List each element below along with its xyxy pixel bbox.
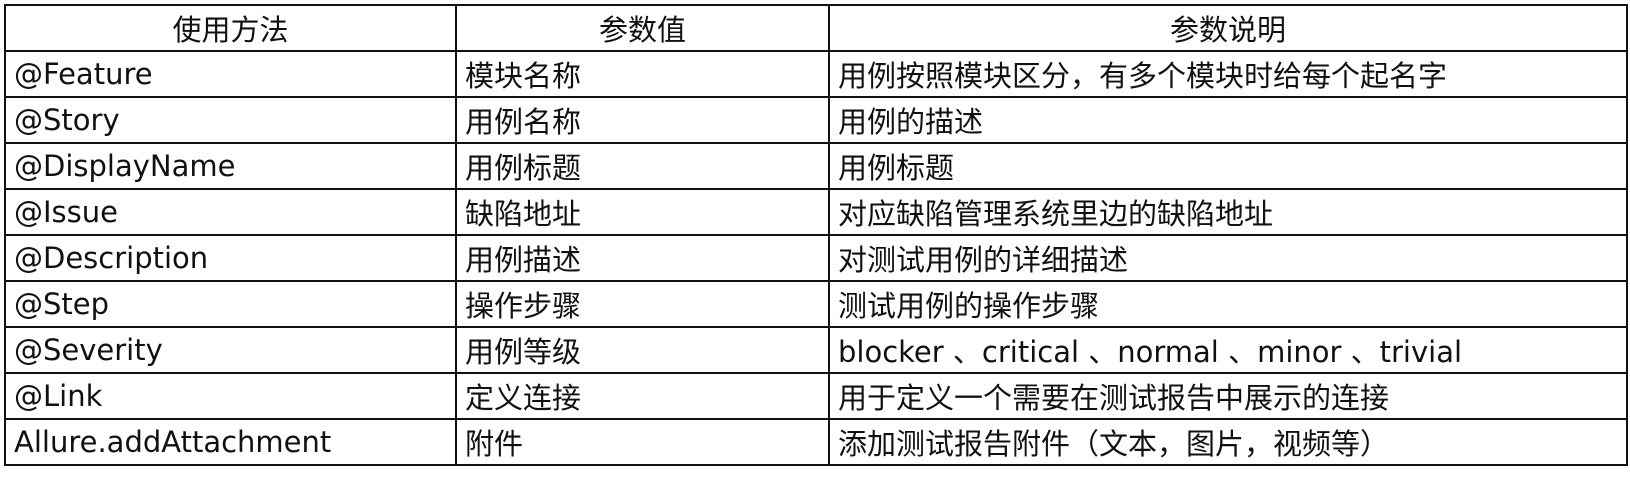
cell-value: 用例标题 bbox=[455, 142, 830, 190]
table-row: @DisplayName 用例标题 用例标题 bbox=[4, 142, 1628, 190]
cell-value: 用例描述 bbox=[455, 234, 830, 282]
cell-description: 对测试用例的详细描述 bbox=[828, 234, 1628, 282]
cell-value: 用例名称 bbox=[455, 96, 830, 144]
cell-description: 测试用例的操作步骤 bbox=[828, 280, 1628, 328]
cell-usage: @Story bbox=[4, 96, 457, 144]
cell-usage: @Issue bbox=[4, 188, 457, 236]
cell-usage: @Feature bbox=[4, 50, 457, 98]
table-row: @Issue 缺陷地址 对应缺陷管理系统里边的缺陷地址 bbox=[4, 188, 1628, 236]
cell-description: blocker 、critical 、normal 、minor 、trivia… bbox=[828, 326, 1628, 374]
table-row: @Story 用例名称 用例的描述 bbox=[4, 96, 1628, 144]
cell-value: 模块名称 bbox=[455, 50, 830, 98]
cell-description: 用例标题 bbox=[828, 142, 1628, 190]
header-usage: 使用方法 bbox=[4, 4, 457, 52]
cell-description: 添加测试报告附件（文本，图片，视频等） bbox=[828, 418, 1628, 466]
table-row: @Step 操作步骤 测试用例的操作步骤 bbox=[4, 280, 1628, 328]
cell-usage: Allure.addAttachment bbox=[4, 418, 457, 466]
cell-value: 操作步骤 bbox=[455, 280, 830, 328]
cell-value: 用例等级 bbox=[455, 326, 830, 374]
cell-description: 用例按照模块区分，有多个模块时给每个起名字 bbox=[828, 50, 1628, 98]
table-row: @Severity 用例等级 blocker 、critical 、normal 、… bbox=[4, 326, 1628, 374]
header-row: 使用方法 参数值 参数说明 bbox=[4, 4, 1628, 52]
cell-usage: @Description bbox=[4, 234, 457, 282]
cell-value: 定义连接 bbox=[455, 372, 830, 420]
cell-usage: @Step bbox=[4, 280, 457, 328]
table-row: Allure.addAttachment 附件 添加测试报告附件（文本，图片，视频等… bbox=[4, 418, 1628, 466]
cell-description: 用例的描述 bbox=[828, 96, 1628, 144]
annotation-table: 使用方法 参数值 参数说明 @Feature 模块名称 用例按照模块区分，有多个模块… bbox=[4, 4, 1628, 466]
cell-description: 用于定义一个需要在测试报告中展示的连接 bbox=[828, 372, 1628, 420]
cell-value: 附件 bbox=[455, 418, 830, 466]
header-description: 参数说明 bbox=[828, 4, 1628, 52]
header-value: 参数值 bbox=[455, 4, 830, 52]
table-row: @Description 用例描述 对测试用例的详细描述 bbox=[4, 234, 1628, 282]
cell-value: 缺陷地址 bbox=[455, 188, 830, 236]
table-row: @Link 定义连接 用于定义一个需要在测试报告中展示的连接 bbox=[4, 372, 1628, 420]
cell-usage: @Link bbox=[4, 372, 457, 420]
cell-usage: @DisplayName bbox=[4, 142, 457, 190]
cell-description: 对应缺陷管理系统里边的缺陷地址 bbox=[828, 188, 1628, 236]
cell-usage: @Severity bbox=[4, 326, 457, 374]
table-row: @Feature 模块名称 用例按照模块区分，有多个模块时给每个起名字 bbox=[4, 50, 1628, 98]
